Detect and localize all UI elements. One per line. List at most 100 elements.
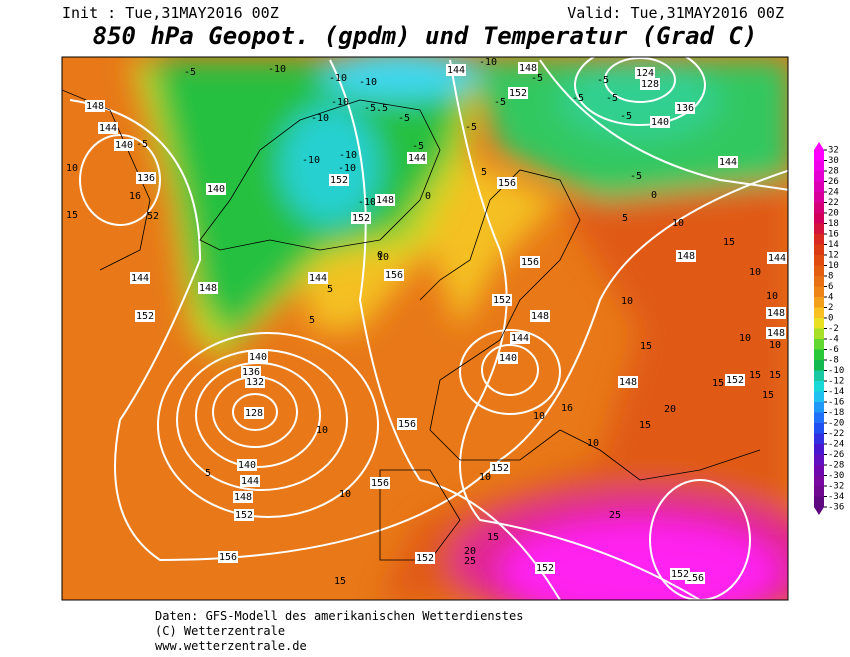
contour-label: 10 (316, 425, 328, 436)
label-box (446, 64, 466, 76)
contour-label: 10 (769, 340, 781, 351)
colorbar-label: -32 (828, 482, 844, 492)
map-frame (61, 56, 789, 601)
label-box (244, 407, 264, 419)
contour-label: 140 (499, 353, 517, 364)
contour-label: -10 (331, 97, 349, 108)
contour-label: 15 (723, 237, 735, 248)
colorbar-label: -34 (828, 492, 844, 502)
label-box (618, 376, 638, 388)
colorbar-label: -16 (828, 398, 844, 408)
contour-label: 140 (207, 184, 225, 195)
label-box (670, 568, 690, 580)
colorbar-band (814, 381, 824, 392)
label-box (766, 327, 786, 339)
colorbar-band (814, 297, 824, 308)
label-box (130, 272, 150, 284)
colorbar-band (814, 339, 824, 350)
contour-label: 52 (147, 211, 159, 222)
contour-label: 5 (481, 167, 487, 178)
contour-label: 156 (498, 178, 516, 189)
label-box (397, 418, 417, 430)
contour-label: 10 (479, 472, 491, 483)
colorbar-label: 6 (828, 282, 833, 292)
contour-label: -5 (597, 75, 609, 86)
colorbar-label: -8 (828, 356, 839, 366)
contour-label: 144 (99, 123, 117, 134)
coastlines (62, 89, 761, 561)
contour-label: 5 (309, 315, 315, 326)
contour-label: 148 (677, 251, 695, 262)
label-box (650, 116, 670, 128)
label-box (676, 250, 696, 262)
label-box (218, 551, 238, 563)
colorbar-band (814, 318, 824, 329)
contour-label: 144 (408, 153, 426, 164)
colorbar-band (814, 307, 824, 319)
contour-label: 10 (533, 411, 545, 422)
label-box (640, 78, 660, 90)
colorbar-band (814, 391, 824, 403)
contour-label: 152 (352, 213, 370, 224)
label-box (248, 351, 268, 363)
contour-label: 10 (339, 489, 351, 500)
contour-label: 20 (464, 546, 476, 557)
contour-label: -5 (412, 141, 424, 152)
label-box (492, 294, 512, 306)
contour-label: 15 (487, 532, 499, 543)
colorbar-arrow-top (814, 142, 824, 150)
contour-label: 15 (769, 370, 781, 381)
label-box (520, 256, 540, 268)
contour-label: 0 (377, 250, 383, 261)
contour-label: -5 (465, 122, 477, 133)
colorbar-label: 8 (828, 272, 833, 282)
colorbar-label: 20 (828, 209, 839, 219)
colorbar-band (814, 328, 824, 340)
contour-label: -5 (620, 111, 632, 122)
contour-label: 15 (762, 390, 774, 401)
contour-label: 15 (639, 420, 651, 431)
contour-label: 15 (640, 341, 652, 352)
contour-label: 10 (621, 296, 633, 307)
colorbar-label: 22 (828, 198, 839, 208)
colorbar-band (814, 402, 824, 413)
label-box (530, 310, 550, 322)
colorbar-band (814, 286, 824, 298)
colorbar-label: -10 (828, 366, 844, 376)
contour-label: 10 (672, 218, 684, 229)
contour-label: 124 (636, 68, 654, 79)
colorbar-band (814, 213, 824, 224)
label-box (136, 172, 156, 184)
contour-label: 152 (491, 463, 509, 474)
contour-label: -5 (630, 171, 642, 182)
contour-label: 148 (86, 101, 104, 112)
contour-label: 144 (768, 253, 786, 264)
contour-label: 16 (129, 191, 141, 202)
contour-label: 136 (676, 103, 694, 114)
contour-label: 128 (641, 79, 659, 90)
label-box (718, 156, 738, 168)
contour-label: 10 (377, 252, 389, 263)
colorbar-band (814, 265, 824, 277)
init-time: Init : Tue,31MAY2016 00Z (62, 4, 279, 22)
label-box (415, 552, 435, 564)
colorbar-band (814, 160, 824, 172)
colorbar-label: 30 (828, 156, 839, 166)
footer-url: www.wetterzentrale.de (155, 639, 307, 653)
label-box (98, 122, 118, 134)
contour-label: -10 (338, 163, 356, 174)
label-box (241, 366, 261, 378)
colorbar-label: 4 (828, 293, 833, 303)
label-box (518, 62, 538, 74)
contour-label: -10 (359, 77, 377, 88)
contour-label: -10 (479, 57, 497, 68)
footer-source: Daten: GFS-Modell des amerikanischen Wet… (155, 609, 523, 623)
colorbar-label: -4 (828, 335, 839, 345)
map-area: 1481441401361015140144148152144551401361… (62, 57, 788, 600)
contour-label: 5 (622, 213, 628, 224)
label-box (510, 332, 530, 344)
contour-label: 152 (726, 375, 744, 386)
geopotential-contours (69, 57, 788, 600)
colorbar-label: -14 (828, 387, 844, 397)
colorbar-band (814, 181, 824, 193)
